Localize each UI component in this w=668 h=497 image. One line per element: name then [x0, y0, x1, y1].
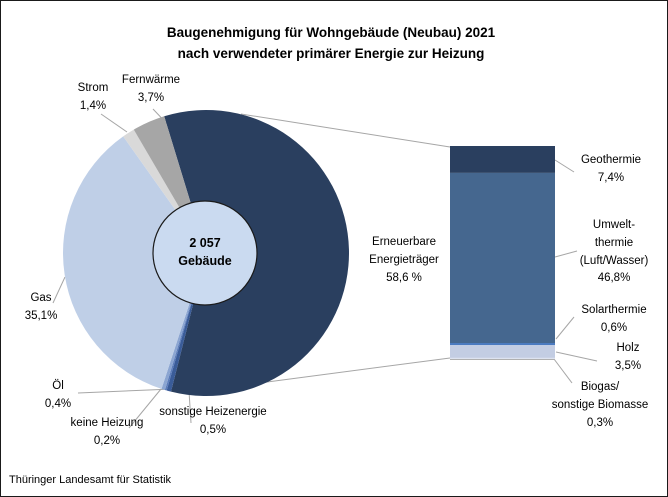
segment-label-biogas: Biogas/ sonstige Biomasse 0,3% [551, 381, 649, 429]
slice-label-keine-heizung: keine Heizung 0,2% [70, 417, 144, 447]
slice-label-strom: Strom 1,4% [77, 82, 109, 112]
bar-segment-solarthermie [450, 343, 555, 346]
leader-strom [100, 113, 128, 133]
bar-segment-holz [450, 345, 555, 358]
leader-solarthermie [555, 316, 575, 340]
chart-title-line2: nach verwendeter primärer Energie zur He… [177, 45, 485, 61]
chart-title-line1: Baugenehmigung für Wohngebäude (Neubau) … [166, 25, 496, 40]
bar-segment-biogas [450, 357, 555, 359]
slice-label-sonstige-heizenergie: sonstige Heizenergie 0,5% [159, 406, 267, 436]
segment-label-umweltthermie: Umwelt- thermie (Luft/Wasser) 46,8% [579, 219, 649, 285]
slice-label-fernwaerme: Fernwärme 3,7% [121, 74, 181, 104]
leader-sonstige-heizenergie [188, 390, 192, 424]
donut-center-label: 2 057 Gebäude [178, 236, 232, 269]
slice-label-gas: Gas 35,1% [24, 292, 58, 322]
slice-label-oel: Öl 0,4% [44, 380, 72, 410]
leader-gas [52, 276, 66, 304]
connector-top [240, 113, 451, 148]
bar-segment-umweltthermie [450, 172, 555, 344]
segment-label-holz: Holz 3,5% [614, 342, 642, 372]
leader-oel [77, 388, 174, 394]
leader-holz [555, 351, 598, 362]
bar-segment-geothermie [450, 146, 555, 173]
segment-label-geothermie: Geothermie 7,4% [580, 154, 642, 184]
segment-label-solarthermie: Solarthermie 0,6% [581, 304, 647, 334]
leader-geothermie [554, 159, 575, 173]
slice-label-erneuerbare: Erneuerbare Energieträger 58,6 % [369, 236, 439, 284]
pie-slice-gas [63, 136, 206, 389]
leader-biogas [553, 358, 573, 384]
chart-title: Baugenehmigung für Wohngebäude (Neubau) … [11, 23, 651, 65]
leader-keine-heizung [128, 388, 162, 429]
donut-hole [152, 200, 258, 306]
source-attribution: Thüringer Landesamt für Statistik [9, 474, 172, 486]
leader-umweltthermie [554, 250, 578, 258]
